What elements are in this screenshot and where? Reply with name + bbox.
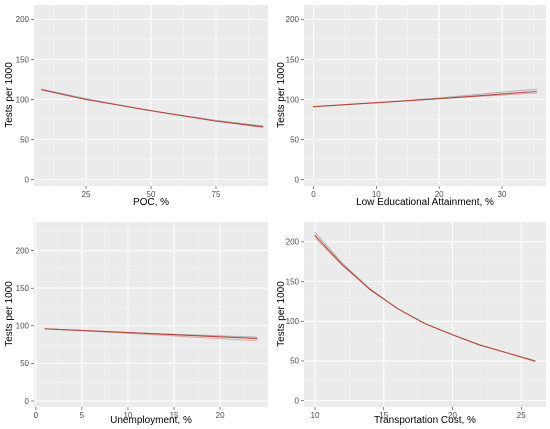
y-tick-labels: 0 50 100 150 200 (16, 15, 34, 184)
major-grid (34, 5, 268, 186)
y-tick-label: 150 (286, 277, 300, 286)
series-fit (41, 89, 264, 128)
chart-transportation-cost: 0 50 100 150 200 10 15 20 25 Transportation Cos… (276, 221, 546, 426)
y-tick-label: 50 (290, 135, 299, 144)
series-lines (41, 88, 264, 128)
major-grid (34, 222, 268, 407)
y-tick-label: 0 (295, 396, 300, 405)
y-tick-label: 50 (20, 359, 29, 368)
y-tick-label: 100 (286, 317, 300, 326)
chart-poc: 0 50 100 150 200 25 50 75 POC, % Tests per 100… (4, 5, 268, 208)
y-tick-label: 200 (16, 246, 30, 255)
chart-low-educational-attainment: 0 50 100 150 200 0 10 20 30 Low Educational Att… (276, 5, 546, 208)
series-fit (44, 328, 258, 340)
x-tick-label: 20 (448, 411, 457, 420)
y-tick-label: 100 (286, 95, 300, 104)
x-tick-label: 0 (311, 190, 316, 199)
chart-unemployment: 0 50 100 150 200 0 5 10 15 20 Unemployment, % Te… (4, 222, 268, 426)
x-tick-label: 10 (311, 411, 320, 420)
x-axis-title: Unemployment, % (110, 415, 192, 426)
y-tick-label: 0 (25, 175, 30, 184)
y-tick-label: 0 (295, 175, 300, 184)
x-tick-labels: 0 10 20 30 (311, 186, 507, 199)
x-tick-label: 25 (517, 411, 526, 420)
y-axis-title: Tests per 1000 (4, 62, 15, 128)
major-grid (304, 5, 546, 186)
x-tick-labels: 10 15 20 25 (311, 407, 526, 420)
y-tick-label: 0 (25, 397, 30, 406)
x-tick-labels: 0 5 10 15 20 (34, 407, 225, 420)
x-tick-label: 15 (170, 411, 179, 420)
y-tick-label: 200 (286, 15, 300, 24)
y-tick-label: 200 (286, 238, 300, 247)
y-tick-labels: 0 50 100 150 200 (286, 15, 304, 184)
x-tick-label: 15 (379, 411, 388, 420)
series-fit (312, 90, 538, 108)
y-axis-title: Tests per 1000 (276, 281, 287, 347)
y-tick-label: 100 (16, 322, 30, 331)
y-axis-title: Tests per 1000 (4, 281, 15, 347)
x-tick-label: 20 (435, 190, 444, 199)
minor-grid (304, 221, 546, 407)
x-tick-label: 30 (498, 190, 507, 199)
x-tick-label: 75 (212, 190, 221, 199)
y-tick-label: 100 (16, 95, 30, 104)
y-tick-label: 50 (290, 357, 299, 366)
x-tick-label: 25 (82, 190, 91, 199)
series-fit (314, 234, 536, 362)
x-tick-label: 10 (124, 411, 133, 420)
y-axis-title: Tests per 1000 (276, 62, 287, 128)
panel-background (304, 222, 546, 407)
x-tick-label: 50 (147, 190, 156, 199)
x-tick-label: 0 (34, 411, 39, 420)
x-axis-title: Transportation Cost, % (374, 415, 476, 426)
x-axis-title: Low Educational Attainment, % (356, 197, 494, 208)
x-tick-label: 10 (372, 190, 381, 199)
y-tick-labels: 0 50 100 150 200 (286, 238, 304, 405)
series-lines (314, 231, 536, 363)
major-grid (304, 222, 546, 407)
panel-background (304, 5, 546, 186)
minor-grid (34, 222, 268, 407)
x-tick-labels: 25 50 75 (82, 186, 221, 199)
y-tick-label: 150 (16, 55, 30, 64)
x-axis-title: POC, % (133, 197, 169, 208)
x-tick-label: 20 (216, 411, 225, 420)
x-tick-label: 5 (80, 411, 85, 420)
minor-grid (304, 5, 546, 186)
y-tick-label: 150 (16, 284, 30, 293)
series-lines (44, 328, 258, 342)
series-lines (312, 88, 538, 108)
y-tick-label: 200 (16, 15, 30, 24)
y-tick-label: 150 (286, 55, 300, 64)
y-tick-label: 50 (20, 135, 29, 144)
y-tick-labels: 0 50 100 150 200 (16, 246, 34, 406)
